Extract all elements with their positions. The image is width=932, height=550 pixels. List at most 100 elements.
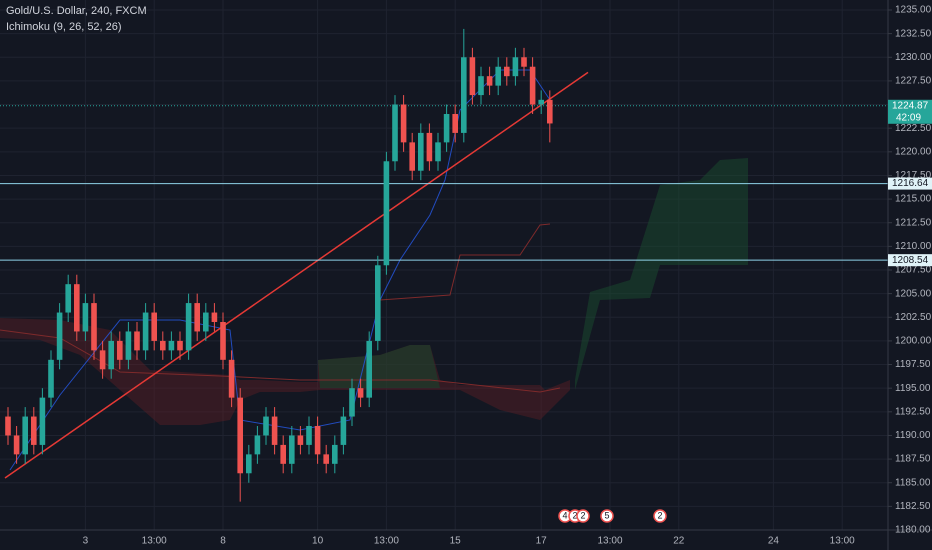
price-label: 1224.87 — [892, 100, 929, 111]
candle-body — [151, 312, 157, 341]
candle-body — [306, 426, 312, 445]
y-tick-label: 1210.00 — [895, 241, 932, 252]
candle-body — [125, 331, 132, 360]
level-label-box — [888, 254, 932, 267]
x-tick-label: 13:00 — [597, 536, 622, 547]
levels — [0, 71, 888, 479]
candle-body — [203, 312, 209, 332]
candle-body — [5, 416, 11, 436]
candle-body — [177, 340, 183, 351]
x-tick-label: 13:00 — [830, 536, 855, 547]
candle-body — [160, 340, 166, 351]
trend-line — [4, 71, 589, 479]
candle-body — [392, 104, 398, 162]
candle-body — [332, 444, 338, 464]
y-tick-label: 1215.00 — [895, 194, 932, 205]
candle-body — [237, 397, 243, 474]
senkou-b — [0, 329, 561, 393]
candle-body — [108, 340, 114, 370]
y-tick-label: 1207.50 — [895, 265, 932, 276]
candle-body — [142, 312, 149, 351]
candle-body — [297, 435, 304, 445]
candle-body — [504, 66, 510, 77]
candle-body — [452, 114, 458, 133]
y-tick-label: 1232.50 — [895, 28, 932, 39]
y-tick-label: 1195.00 — [895, 383, 931, 394]
candle-body — [340, 416, 347, 445]
candle-body — [246, 454, 252, 474]
candle-body — [39, 397, 46, 445]
candle-body — [168, 340, 175, 351]
price-label-box — [888, 99, 932, 124]
candle-body — [366, 340, 372, 398]
level-label: 1216.64 — [892, 178, 929, 189]
y-tick-label: 1197.50 — [895, 359, 931, 370]
y-tick-label: 1217.50 — [895, 170, 932, 181]
candle-body — [349, 388, 355, 417]
candle-body — [521, 57, 527, 67]
candle-body — [495, 66, 501, 86]
event-badge — [653, 509, 667, 523]
cloud-green — [318, 345, 440, 388]
candle-body — [357, 388, 364, 398]
candle-body — [48, 359, 54, 398]
y-tick-label: 1202.50 — [895, 312, 932, 323]
candle-body — [400, 104, 407, 143]
candle-body — [194, 303, 200, 332]
y-tick-label: 1182.50 — [895, 501, 931, 512]
candle-body — [443, 114, 450, 143]
x-tick-label: 22 — [673, 536, 685, 547]
candle-body — [263, 416, 269, 436]
countdown-label: 42:09 — [896, 112, 921, 123]
y-tick-label: 1187.50 — [895, 454, 931, 465]
candle-body — [461, 57, 467, 133]
candle-body — [254, 435, 261, 455]
y-tick-label: 1190.00 — [895, 430, 931, 441]
candle-body — [375, 265, 381, 341]
cloud-red — [0, 318, 570, 425]
event-badge — [576, 509, 590, 523]
candle-body — [409, 142, 415, 171]
y-tick-label: 1185.00 — [895, 477, 931, 488]
x-tick-label: 13:00 — [374, 536, 399, 547]
y-tick-label: 1230.00 — [895, 52, 932, 63]
y-tick-label: 1222.50 — [895, 123, 932, 134]
y-tick-label: 1212.50 — [895, 217, 932, 228]
candle-body — [134, 331, 140, 351]
candle-body — [486, 76, 493, 86]
candles — [5, 28, 553, 502]
candle-body — [478, 76, 484, 96]
candle-body — [426, 132, 433, 162]
x-tick-label: 15 — [450, 536, 462, 547]
candle-body — [65, 284, 71, 313]
event-label: 5 — [604, 510, 609, 520]
candle-body — [220, 322, 226, 360]
y-tick-label: 1227.50 — [895, 76, 932, 87]
x-tick-label: 24 — [768, 536, 780, 547]
level-label: 1208.54 — [892, 255, 929, 266]
candle-body — [91, 303, 97, 351]
kijun — [379, 223, 551, 301]
candle-body — [418, 132, 424, 171]
x-tick-label: 17 — [536, 536, 548, 547]
candle-body — [538, 99, 544, 105]
event-label: 2 — [572, 510, 577, 520]
candle-body — [271, 416, 278, 445]
candle-body — [314, 426, 321, 455]
candle-body — [383, 161, 390, 266]
candle-body — [289, 435, 295, 464]
event-label: 4 — [562, 510, 567, 520]
x-tick-label: 13:00 — [142, 536, 167, 547]
candle-body — [547, 99, 553, 124]
candle-body — [82, 303, 89, 332]
event-label: 2 — [580, 510, 585, 520]
candle-body — [74, 284, 80, 332]
candle-body — [99, 350, 106, 370]
candle-body — [280, 444, 286, 464]
candle-body — [435, 142, 441, 162]
candle-body — [228, 359, 235, 398]
x-tick-label: 3 — [83, 536, 89, 547]
candle-body — [22, 416, 28, 455]
